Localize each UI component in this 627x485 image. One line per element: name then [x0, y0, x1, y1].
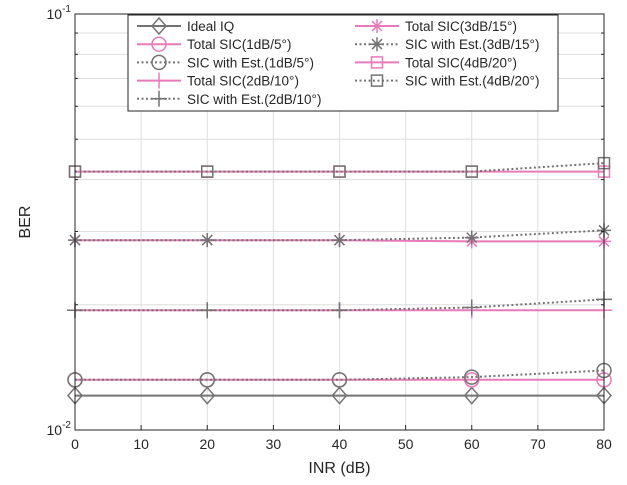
- x-tick-label: 60: [464, 436, 480, 452]
- x-tick-label: 50: [398, 436, 414, 452]
- x-tick-label: 30: [266, 436, 282, 452]
- x-axis-label: INR (dB): [308, 460, 370, 477]
- data-point-6-1: [200, 233, 214, 247]
- x-tick-label: 0: [71, 436, 79, 452]
- legend-label-2: SIC with Est.(1dB/5°): [187, 55, 314, 70]
- x-tick-label: 10: [133, 436, 149, 452]
- y-tick-label: 10-2: [47, 420, 72, 438]
- y-axis-label: BER: [17, 206, 34, 239]
- x-tick-label: 20: [199, 436, 215, 452]
- legend-label-0: Ideal IQ: [187, 19, 234, 34]
- data-point-6-3: [465, 231, 479, 245]
- x-tick-label: 40: [332, 436, 348, 452]
- legend-label-6: SIC with Est.(3dB/15°): [405, 37, 539, 52]
- legend-label-7: Total SIC(4dB/20°): [405, 55, 517, 70]
- legend-marker-6: [370, 37, 384, 51]
- legend-marker-5: [370, 19, 384, 33]
- y-tick-label: 10-1: [47, 4, 72, 22]
- legend-label-1: Total SIC(1dB/5°): [187, 37, 291, 52]
- legend: Ideal IQ Total SIC(1dB/5°) SIC with Est.(1…: [128, 15, 558, 111]
- legend-label-8: SIC with Est.(4dB/20°): [405, 74, 539, 89]
- legend-label-5: Total SIC(3dB/15°): [405, 19, 517, 34]
- legend-label-3: Total SIC(2dB/10°): [187, 74, 299, 89]
- x-tick-label: 80: [596, 436, 612, 452]
- legend-label-4: SIC with Est.(2dB/10°): [187, 92, 321, 107]
- data-point-6-2: [333, 233, 347, 247]
- x-tick-label: 70: [530, 436, 546, 452]
